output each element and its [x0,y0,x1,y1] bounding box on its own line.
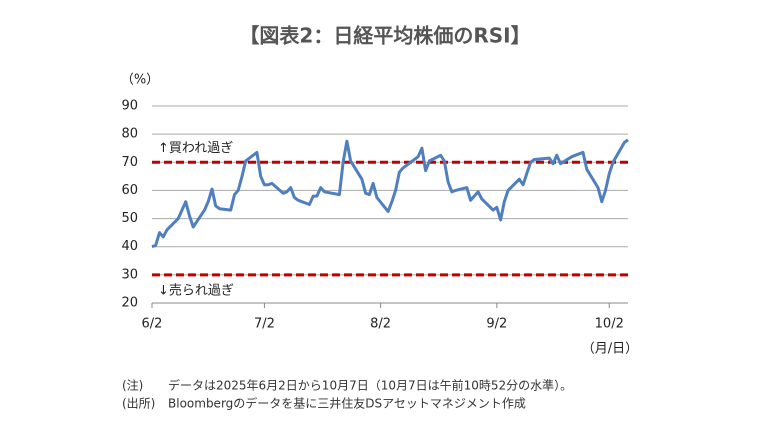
y-axis-label: （%） [121,73,159,88]
reference-label: ↑買われ過ぎ [158,141,233,156]
y-tick-label: 20 [121,296,138,311]
note-label: (注) [122,378,143,393]
y-tick-label: 30 [121,267,138,282]
chart-title: 【図表2：日経平均株価のRSI】 [239,24,530,48]
y-tick-label: 60 [121,183,138,198]
x-tick-label: 6/2 [142,317,163,332]
x-tick-label: 10/2 [595,317,624,332]
x-tick-label: 7/2 [254,317,275,332]
y-tick-label: 90 [121,99,138,114]
y-tick-label: 50 [121,211,138,226]
note-text: データは2025年6月2日から10月7日（10月7日は午前10時52分の水準）。 [168,378,572,393]
data-line [151,138,629,249]
y-tick-label: 40 [121,239,138,254]
y-tick-label: 70 [121,155,138,170]
reference-label: ↓売られ過ぎ [158,282,234,298]
x-tick-label: 8/2 [370,317,391,332]
note-label: (出所) [122,397,155,411]
y-tick-label: 80 [121,127,138,142]
note-text: Bloombergのデータを基に三井住友DSアセットマネジメント作成 [168,396,526,411]
x-axis-label: （月/日） [582,342,638,357]
x-tick-label: 9/2 [486,317,507,332]
